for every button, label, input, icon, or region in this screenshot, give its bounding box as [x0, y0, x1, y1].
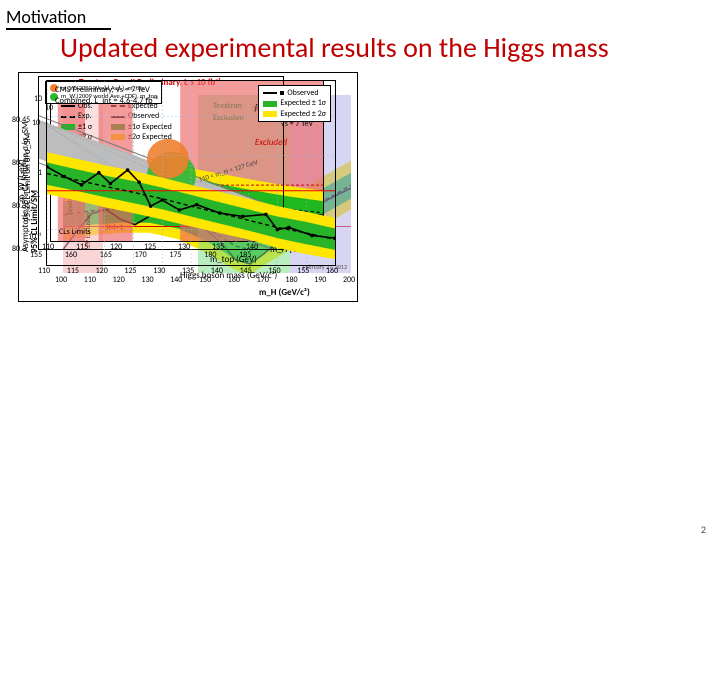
solid-icon [263, 92, 277, 94]
section-label: Motivation [6, 6, 86, 28]
cms-ylabel: Asymptotic 95% CL limit on σ/σ_SM [20, 121, 31, 252]
cms-title: CMS Preliminary, √s = 7 TeV [55, 85, 150, 95]
green-sw-icon [263, 101, 277, 107]
dot-icon [280, 91, 284, 95]
cms-chart: Asymptotic 95% CL limit on σ/σ_SM CMS Pr… [10, 472, 344, 697]
cms-xlabel: Higgs boson mass (GeV/c²) [180, 270, 277, 281]
cms-box: CMS Preliminary, √s = 7 TeV Combined, L_… [46, 80, 336, 266]
mw-mtop-chart: m_W (GeV) 110 < m_H < 127 GeVm_H > 600 G… [10, 272, 290, 472]
page-number: 2 [701, 523, 706, 536]
panels-grid: Tevatron Run II Preliminary, L ≤ 10 fb⁻¹… [10, 72, 710, 532]
yellow-sw-icon [263, 111, 277, 117]
cms-legend: Observed Expected ± 1σ Expected ± 2σ [258, 85, 331, 122]
cms-sub: Combined, L_int = 4.6-4.7 fb⁻¹ [55, 96, 158, 106]
page-title: Updated experimental results on the Higg… [60, 30, 609, 65]
tev-xlabel: m_H (GeV/c²) [259, 287, 310, 298]
